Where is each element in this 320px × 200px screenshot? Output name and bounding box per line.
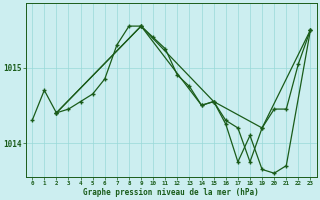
X-axis label: Graphe pression niveau de la mer (hPa): Graphe pression niveau de la mer (hPa)	[84, 188, 259, 197]
